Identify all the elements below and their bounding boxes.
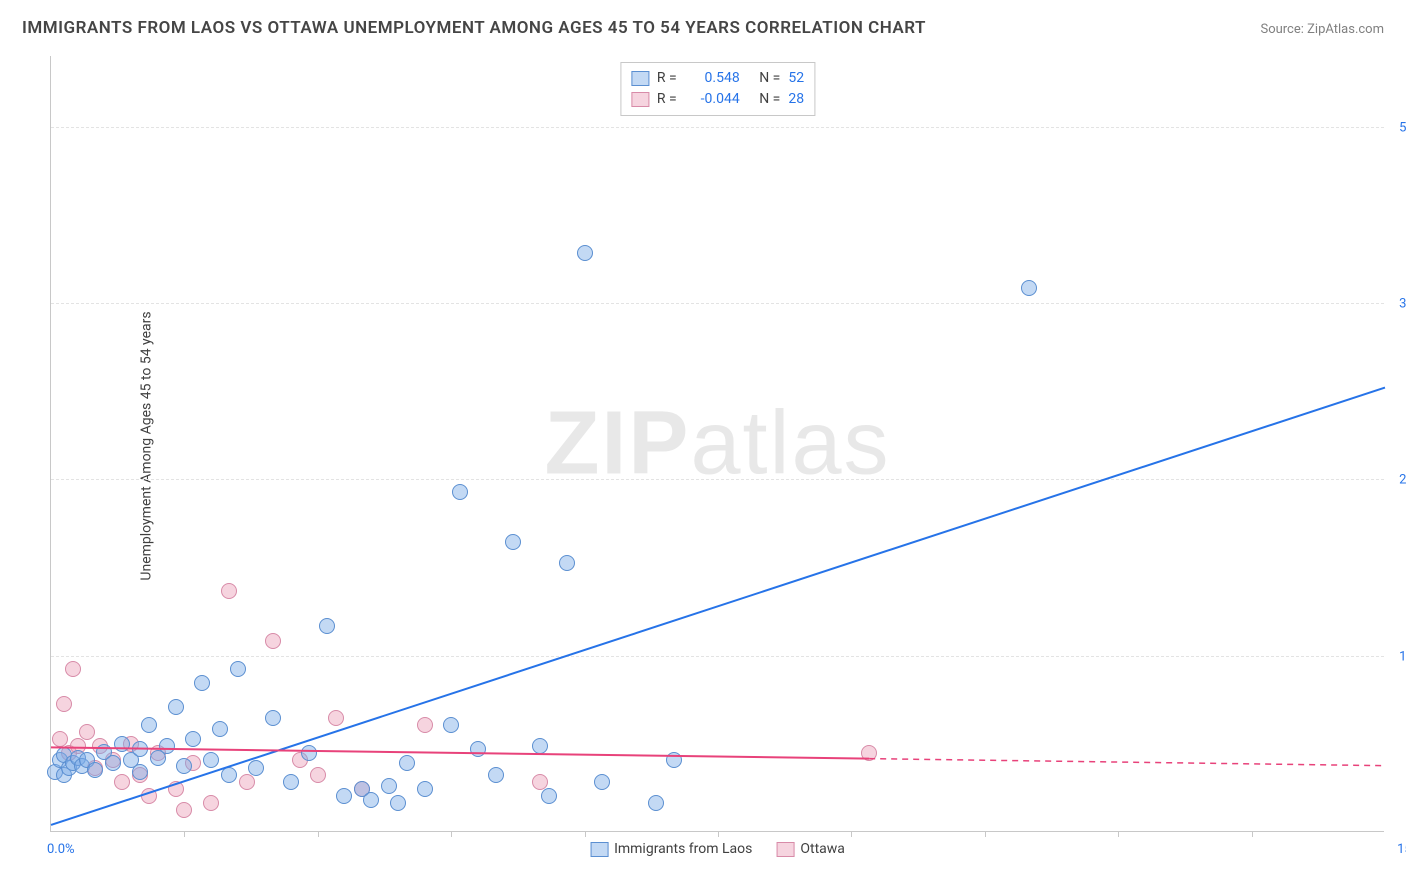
legend-item-pink: Ottawa	[776, 841, 845, 857]
data-point-blue	[541, 788, 557, 804]
data-point-blue	[470, 741, 486, 757]
gridline: 50.0%	[51, 127, 1384, 128]
x-tick	[1252, 831, 1253, 837]
data-point-blue	[132, 741, 148, 757]
data-point-blue	[532, 738, 548, 754]
data-point-blue	[648, 795, 664, 811]
gridline: 37.5%	[51, 303, 1384, 304]
data-point-pink	[176, 802, 192, 818]
trend-lines	[51, 56, 1384, 831]
scatter-plot: ZIPatlas 12.5%25.0%37.5%50.0% 0.0% 15.0%…	[50, 56, 1384, 832]
data-point-pink	[114, 774, 130, 790]
x-tick	[451, 831, 452, 837]
data-point-blue	[399, 755, 415, 771]
y-tick-label: 12.5%	[1388, 649, 1406, 664]
swatch-pink	[631, 92, 649, 107]
correlation-row-blue: R = 0.548 N = 52	[631, 68, 804, 89]
series-legend: Immigrants from Laos Ottawa	[590, 841, 845, 857]
x-axis-min-label: 0.0%	[47, 842, 75, 857]
data-point-pink	[65, 661, 81, 677]
y-tick-label: 50.0%	[1388, 120, 1406, 135]
data-point-blue	[381, 778, 397, 794]
data-point-pink	[221, 583, 237, 599]
data-point-pink	[168, 781, 184, 797]
data-point-pink	[56, 696, 72, 712]
gridline: 12.5%	[51, 656, 1384, 657]
x-tick	[184, 831, 185, 837]
data-point-blue	[319, 618, 335, 634]
data-point-pink	[141, 788, 157, 804]
swatch-blue	[590, 842, 608, 857]
data-point-blue	[390, 795, 406, 811]
data-point-blue	[666, 752, 682, 768]
chart-title: IMMIGRANTS FROM LAOS VS OTTAWA UNEMPLOYM…	[22, 18, 926, 38]
swatch-pink	[776, 842, 794, 857]
data-point-blue	[363, 792, 379, 808]
data-point-blue	[87, 762, 103, 778]
data-point-blue	[203, 752, 219, 768]
data-point-blue	[577, 245, 593, 261]
data-point-blue	[265, 710, 281, 726]
data-point-pink	[861, 745, 877, 761]
data-point-blue	[105, 755, 121, 771]
data-point-pink	[239, 774, 255, 790]
data-point-blue	[176, 758, 192, 774]
data-point-blue	[443, 717, 459, 733]
x-tick	[585, 831, 586, 837]
data-point-pink	[310, 767, 326, 783]
data-point-blue	[132, 764, 148, 780]
x-tick	[1118, 831, 1119, 837]
x-tick	[718, 831, 719, 837]
data-point-blue	[417, 781, 433, 797]
data-point-blue	[159, 738, 175, 754]
data-point-pink	[328, 710, 344, 726]
x-tick	[318, 831, 319, 837]
data-point-pink	[417, 717, 433, 733]
data-point-blue	[185, 731, 201, 747]
data-point-blue	[559, 555, 575, 571]
x-axis-max-label: 15.0%	[1397, 842, 1406, 857]
data-point-blue	[301, 745, 317, 761]
x-tick	[985, 831, 986, 837]
swatch-blue	[631, 71, 649, 86]
legend-item-blue: Immigrants from Laos	[590, 841, 752, 857]
data-point-blue	[594, 774, 610, 790]
data-point-blue	[248, 760, 264, 776]
data-point-blue	[194, 675, 210, 691]
y-tick-label: 37.5%	[1388, 296, 1406, 311]
data-point-blue	[452, 484, 468, 500]
x-tick	[851, 831, 852, 837]
data-point-blue	[336, 788, 352, 804]
data-point-blue	[488, 767, 504, 783]
data-point-blue	[141, 717, 157, 733]
gridline: 25.0%	[51, 479, 1384, 480]
correlation-legend: R = 0.548 N = 52 R = -0.044 N = 28	[620, 62, 815, 116]
data-point-blue	[221, 767, 237, 783]
data-point-pink	[203, 795, 219, 811]
data-point-blue	[1021, 280, 1037, 296]
data-point-blue	[505, 534, 521, 550]
data-point-pink	[79, 724, 95, 740]
source-attribution: Source: ZipAtlas.com	[1260, 22, 1384, 37]
data-point-blue	[283, 774, 299, 790]
data-point-blue	[212, 721, 228, 737]
y-tick-label: 25.0%	[1388, 473, 1406, 488]
data-point-pink	[265, 633, 281, 649]
data-point-blue	[230, 661, 246, 677]
data-point-blue	[114, 736, 130, 752]
data-point-blue	[168, 699, 184, 715]
correlation-row-pink: R = -0.044 N = 28	[631, 89, 804, 110]
